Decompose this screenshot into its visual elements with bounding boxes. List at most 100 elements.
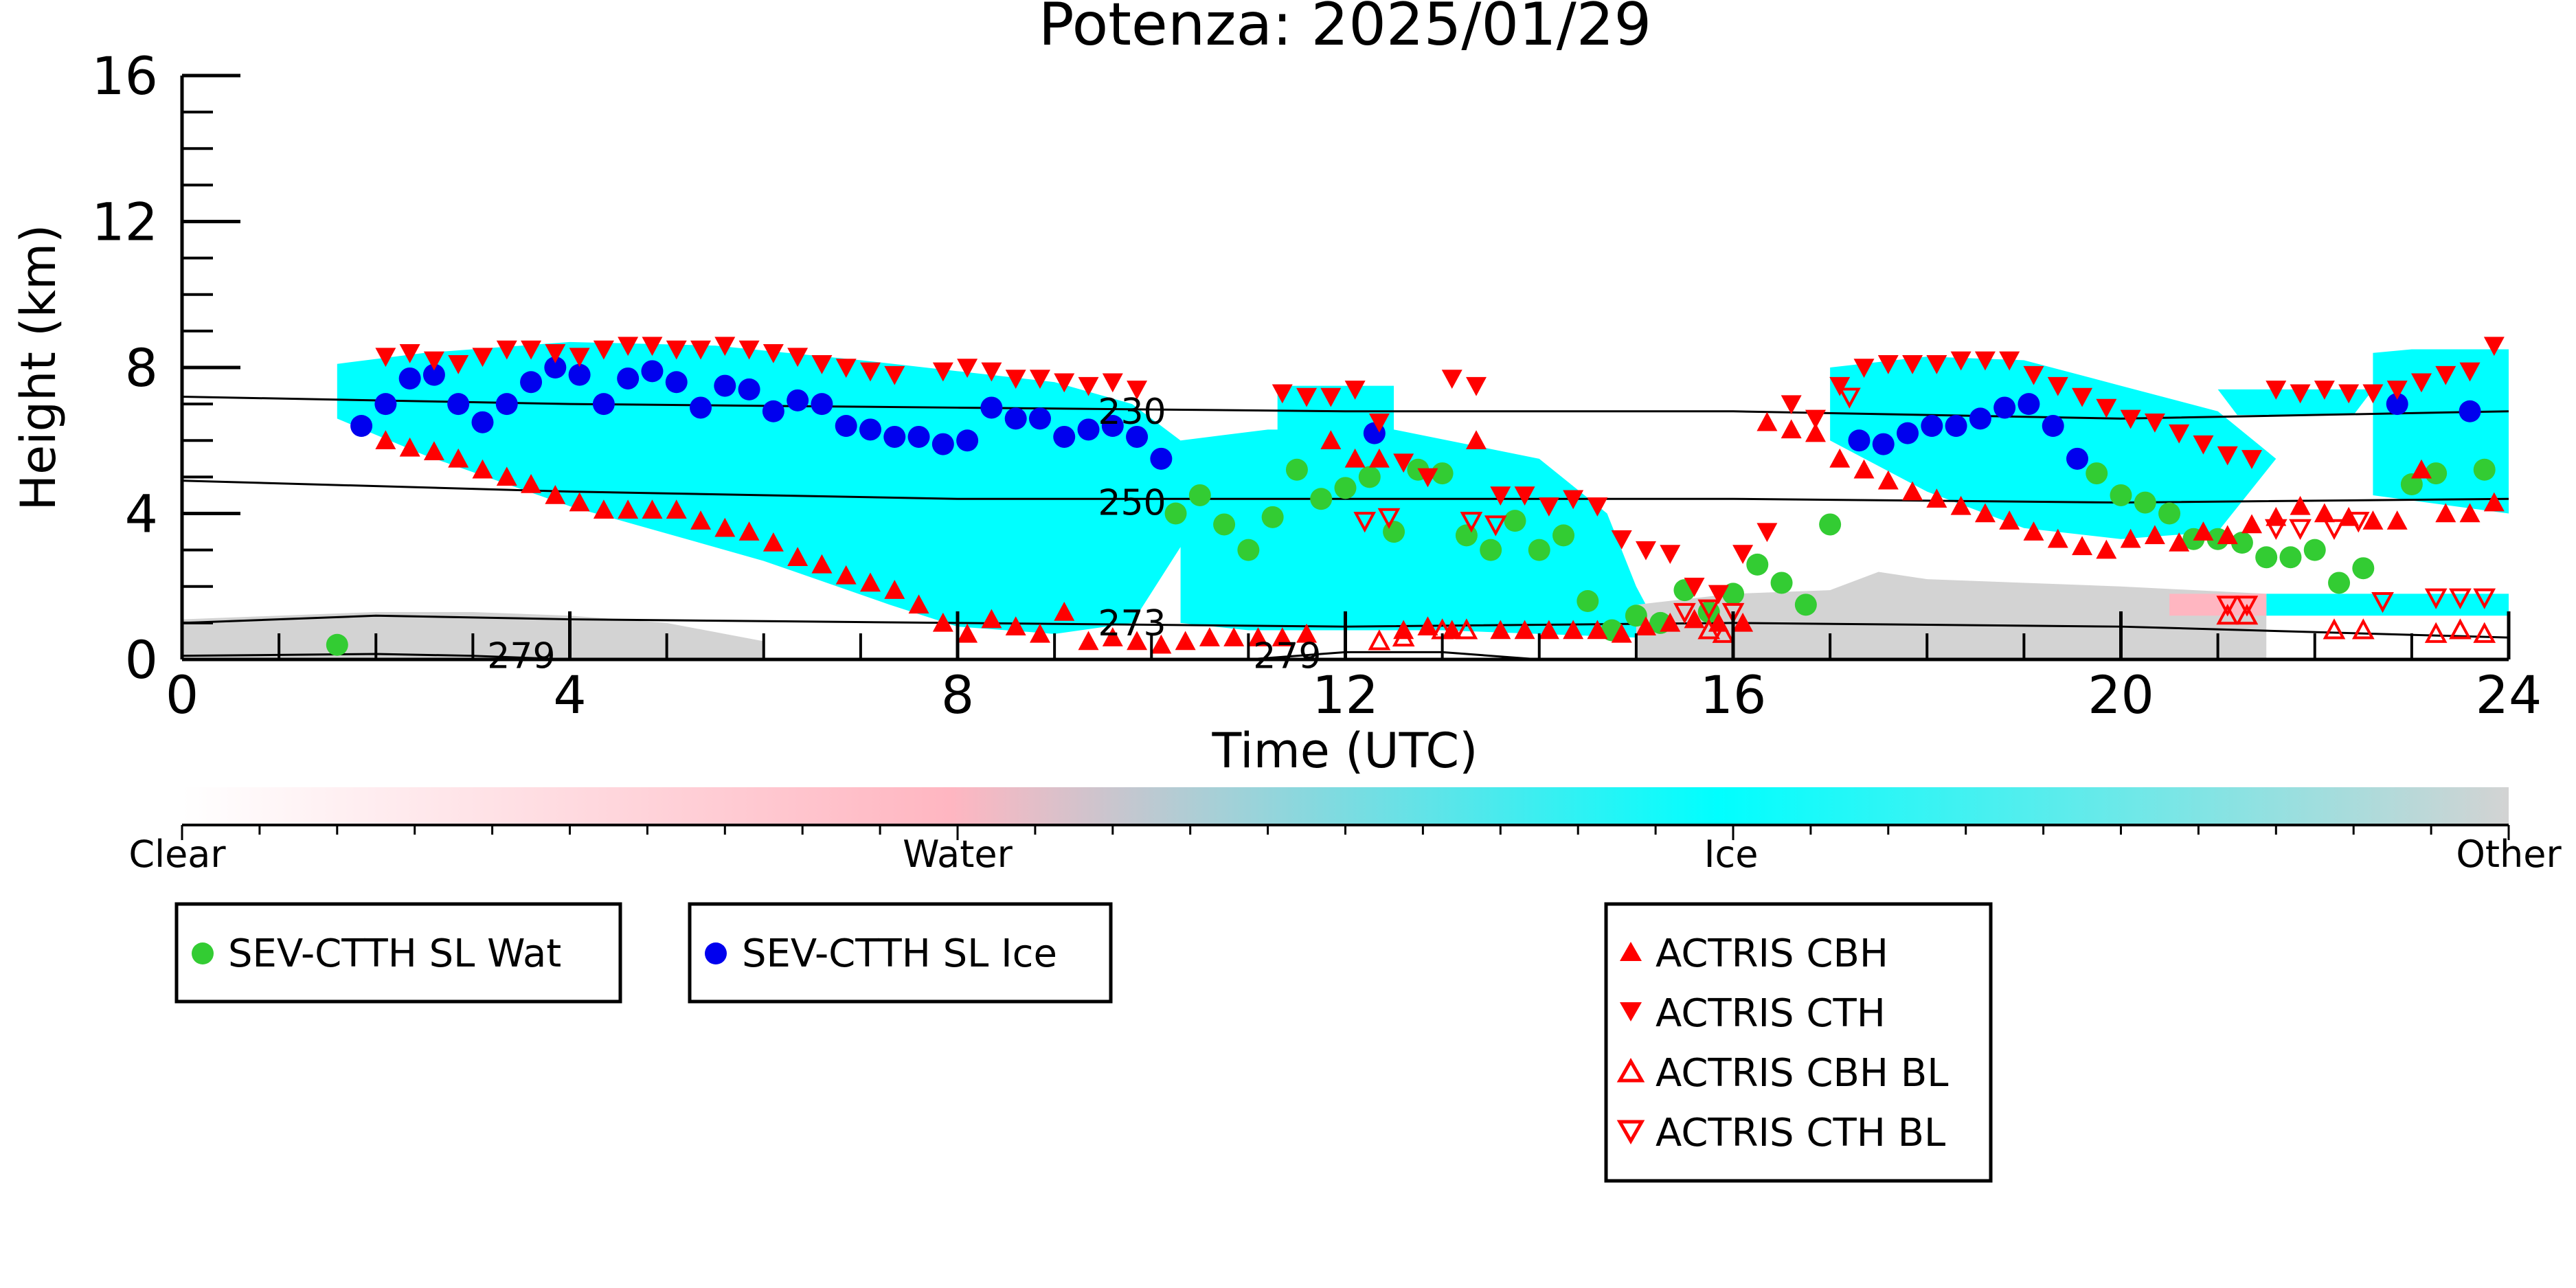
- actris-cth-point: [2096, 398, 2117, 418]
- y-tick-label: 0: [125, 629, 158, 690]
- sev-ctth-sl-ice-point: [374, 393, 397, 416]
- actris-cth-point: [1877, 354, 1899, 374]
- sev-ctth-sl-ice-point: [2042, 415, 2064, 437]
- actris-cbh-point: [1102, 627, 1123, 646]
- actris-cbh-point: [1902, 481, 1923, 501]
- actris-cth-point: [2023, 365, 2044, 385]
- actris-cth-bl-point: [1673, 602, 1696, 624]
- sev-ctth-sl-ice-point: [714, 374, 736, 397]
- actris-cbh-point: [1684, 609, 1705, 629]
- actris-cbh-point: [1127, 631, 1148, 651]
- actris-cbh-point: [1853, 459, 1875, 479]
- actris-cbh-point: [1490, 620, 1511, 640]
- actris-cbh-point: [884, 580, 905, 599]
- actris-cth-point: [642, 337, 663, 357]
- sev-ctth-sl-ice-point: [1053, 425, 1076, 448]
- legend-marker-sev-wat: [192, 942, 214, 964]
- contour-label-2: 273: [1098, 603, 1166, 644]
- actris-cbh-point: [811, 554, 833, 574]
- x-tick-label: 16: [1700, 664, 1767, 725]
- actris-cbh-point: [787, 547, 809, 566]
- actris-cth-point: [2386, 381, 2408, 400]
- classification-colorbar: Clear Water Ice Other: [128, 787, 2562, 876]
- legend-marker-actris-cbh: [1620, 942, 1642, 961]
- actris-cth-point: [1029, 370, 1050, 389]
- actris-cth-point: [1272, 384, 1293, 404]
- actris-cbh-point: [2023, 521, 2044, 541]
- actris-cth-point: [1635, 541, 1656, 561]
- actris-cbh-point: [1660, 612, 1681, 632]
- actris-cbh-point: [1805, 422, 1826, 442]
- sev-ctth-sl-ice-point: [907, 425, 930, 448]
- actris-cth-point: [1538, 497, 1559, 517]
- sev-ctth-sl-ice-point: [1969, 407, 1991, 430]
- actris-cth-point: [1490, 486, 1511, 506]
- legend-marker-actris-cth: [1620, 1002, 1642, 1021]
- actris-cbh-point: [2217, 525, 2238, 545]
- colorbar-label-water: Water: [903, 833, 1013, 876]
- x-tick-label: 24: [2476, 664, 2542, 725]
- actris-cth-point: [1514, 486, 1535, 506]
- actris-cbh-point: [1175, 631, 1196, 651]
- actris-cbh-point: [2435, 503, 2456, 523]
- actris-cbh-point: [399, 437, 420, 457]
- sev-ctth-sl-wat-point: [1504, 510, 1526, 532]
- sev-ctth-sl-wat-point: [2134, 491, 2156, 514]
- actris-cth-point: [2266, 381, 2287, 400]
- actris-cth-point: [399, 344, 420, 363]
- actris-cth-point: [1611, 530, 1632, 550]
- actris-cbh-point: [2314, 503, 2335, 523]
- y-tick-label: 16: [91, 45, 158, 106]
- sev-ctth-sl-ice-point: [1848, 429, 1871, 452]
- x-tick-label: 0: [166, 664, 199, 725]
- legend-label-sev-ice: SEV-CTTH SL Ice: [742, 931, 1057, 976]
- actris-cbh-point: [1587, 620, 1608, 640]
- legend-sev-wat: SEV-CTTH SL Wat: [174, 902, 622, 1004]
- actris-cth-point: [835, 359, 857, 378]
- sev-ctth-sl-wat-point: [1480, 539, 1502, 561]
- actris-cth-point: [957, 359, 978, 378]
- sev-ctth-sl-wat-point: [1552, 524, 1575, 547]
- sev-ctth-sl-wat-point: [1261, 506, 1284, 528]
- legend-label-sev-wat: SEV-CTTH SL Wat: [228, 931, 561, 976]
- actris-cth-point: [762, 344, 784, 363]
- sev-ctth-sl-wat-point: [1383, 521, 1405, 543]
- region-ice-3: [1830, 357, 2276, 539]
- region-ice-1: [1180, 429, 1656, 638]
- actris-cbh-point: [1005, 616, 1026, 635]
- actris-cth-bl-point: [2371, 591, 2394, 613]
- actris-cth-point: [2459, 362, 2481, 382]
- y-tick-label: 8: [125, 337, 158, 398]
- contour-line-273-2: [182, 614, 2509, 639]
- sev-ctth-sl-ice-point: [471, 411, 494, 433]
- actris-cbh-point: [593, 499, 614, 519]
- actris-cth-point: [1587, 497, 1608, 517]
- actris-cbh-point: [1054, 601, 1075, 621]
- sev-ctth-sl-ice-point: [787, 389, 809, 411]
- actris-cth-point: [375, 348, 396, 368]
- actris-cth-point: [1054, 373, 1075, 393]
- actris-cbh-point: [1417, 616, 1438, 635]
- legend-sev-ice: SEV-CTTH SL Ice: [688, 902, 1113, 1004]
- sev-ctth-sl-wat-point: [1237, 539, 1260, 561]
- sev-ctth-sl-ice-point: [1921, 415, 1943, 437]
- actris-cbh-point: [981, 609, 1002, 629]
- actris-cth-point: [2241, 450, 2263, 469]
- actris-cth-point: [1902, 354, 1923, 374]
- actris-cth-point: [1756, 523, 1778, 543]
- region-water-9: [2169, 594, 2267, 616]
- actris-cth-point: [2193, 435, 2214, 455]
- sev-ctth-sl-ice-point: [980, 396, 1003, 419]
- actris-cbh-point: [2362, 510, 2384, 530]
- sev-ctth-sl-ice-point: [1993, 396, 2016, 419]
- sev-ctth-sl-wat-point: [1577, 590, 1599, 612]
- sev-ctth-sl-wat-point: [2110, 484, 2132, 506]
- actris-cbh-point: [1296, 623, 1318, 643]
- sev-ctth-sl-ice-point: [592, 393, 615, 416]
- actris-cbh-point: [1756, 411, 1778, 431]
- sev-ctth-sl-ice-point: [422, 363, 445, 386]
- actris-cth-point: [932, 362, 953, 382]
- actris-cth-point: [1732, 545, 1754, 564]
- actris-cbh-point: [2144, 525, 2165, 545]
- sev-ctth-sl-wat-point: [1794, 594, 1817, 616]
